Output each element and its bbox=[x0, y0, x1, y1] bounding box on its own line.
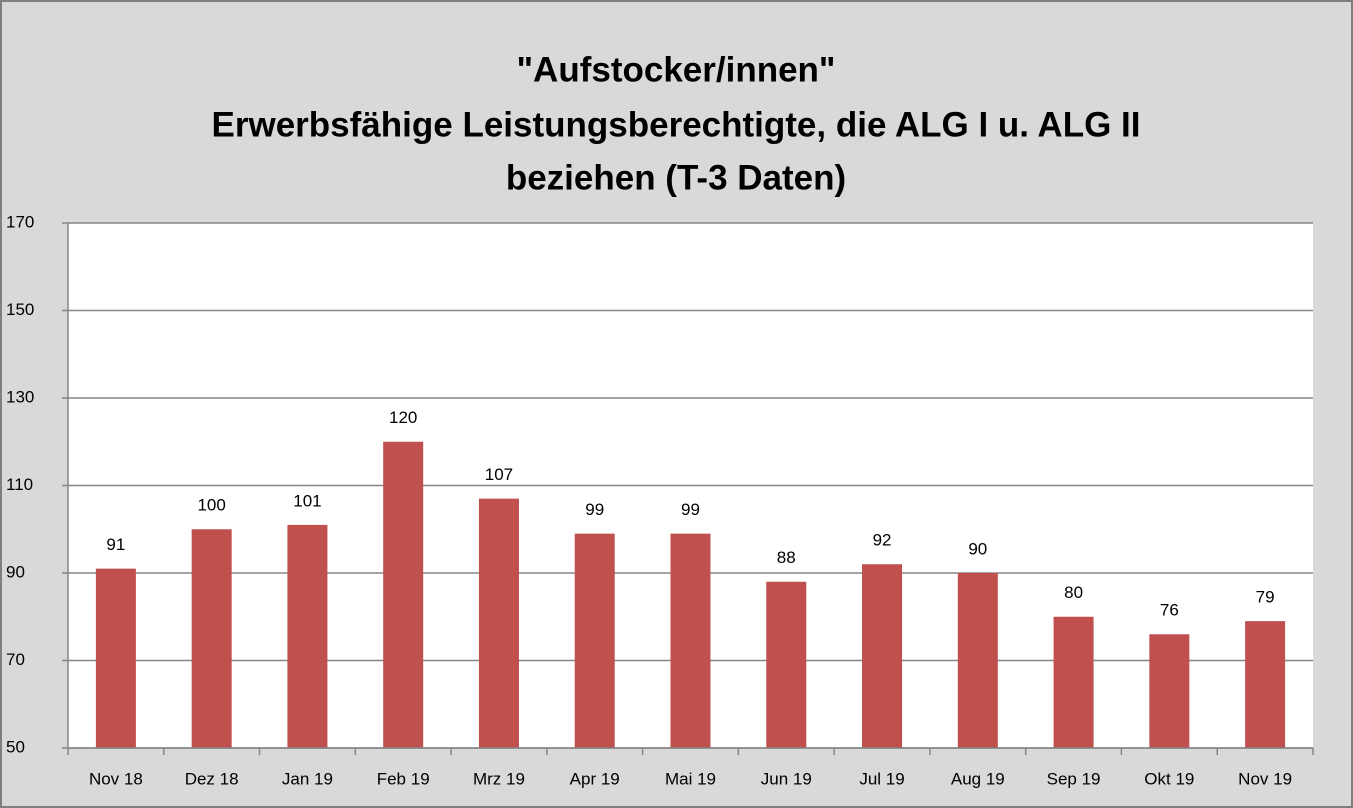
bar bbox=[478, 498, 519, 748]
data-label: 120 bbox=[389, 408, 417, 427]
x-tick-label: Mrz 19 bbox=[473, 769, 525, 788]
bar bbox=[95, 568, 136, 748]
x-tick-label: Nov 19 bbox=[1238, 769, 1292, 788]
bar bbox=[670, 533, 711, 748]
y-tick-label: 110 bbox=[6, 475, 33, 494]
x-tick-label: Dez 18 bbox=[185, 769, 239, 788]
data-label: 80 bbox=[1064, 583, 1083, 602]
data-label: 101 bbox=[293, 491, 321, 510]
x-tick-label: Okt 19 bbox=[1144, 769, 1194, 788]
data-label: 90 bbox=[968, 539, 987, 558]
chart-title: beziehen (T-3 Daten) bbox=[506, 158, 846, 197]
x-tick-label: Aug 19 bbox=[951, 769, 1005, 788]
x-tick-label: Sep 19 bbox=[1047, 769, 1101, 788]
data-label: 76 bbox=[1160, 601, 1179, 620]
data-label: 91 bbox=[106, 535, 125, 554]
bar bbox=[1053, 616, 1094, 748]
data-label: 92 bbox=[873, 531, 892, 550]
data-label: 79 bbox=[1256, 588, 1275, 607]
data-label: 99 bbox=[681, 500, 700, 519]
bar bbox=[574, 533, 615, 748]
y-tick-label: 90 bbox=[6, 562, 25, 581]
y-tick-label: 150 bbox=[6, 300, 34, 319]
chart-title: Erwerbsfähige Leistungsberechtigte, die … bbox=[212, 105, 1141, 144]
y-tick-label: 170 bbox=[6, 212, 34, 231]
bar bbox=[191, 529, 232, 748]
y-tick-label: 130 bbox=[6, 387, 34, 406]
data-label: 107 bbox=[485, 465, 513, 484]
x-tick-label: Feb 19 bbox=[377, 769, 430, 788]
bar bbox=[862, 564, 903, 748]
x-tick-label: Jun 19 bbox=[761, 769, 812, 788]
x-tick-label: Apr 19 bbox=[570, 769, 620, 788]
x-tick-label: Jul 19 bbox=[859, 769, 904, 788]
data-label: 99 bbox=[585, 500, 604, 519]
bar bbox=[383, 441, 424, 748]
x-tick-label: Nov 18 bbox=[89, 769, 143, 788]
bar bbox=[1149, 634, 1190, 748]
bar bbox=[287, 524, 328, 748]
y-tick-label: 70 bbox=[6, 650, 25, 669]
x-tick-label: Jan 19 bbox=[282, 769, 333, 788]
bar bbox=[766, 581, 807, 748]
chart-title: "Aufstocker/innen" bbox=[516, 50, 835, 89]
x-tick-label: Mai 19 bbox=[665, 769, 716, 788]
y-tick-label: 50 bbox=[6, 737, 25, 756]
bar bbox=[1245, 621, 1286, 748]
data-label: 100 bbox=[197, 496, 225, 515]
data-label: 88 bbox=[777, 548, 796, 567]
bar bbox=[957, 573, 998, 748]
